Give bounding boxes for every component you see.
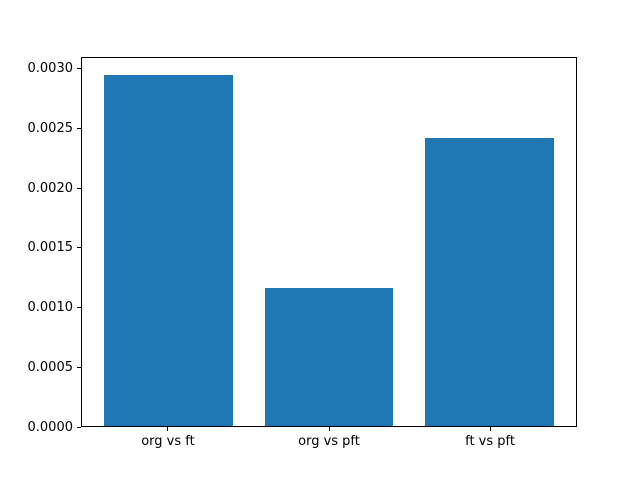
y-tick-mark bbox=[77, 187, 81, 189]
y-tick-label: 0.0025 bbox=[27, 121, 74, 137]
y-tick-mark bbox=[77, 68, 81, 70]
y-tick-label: 0.0015 bbox=[27, 240, 74, 256]
y-tick-mark bbox=[77, 366, 81, 368]
y-tick-label: 0.0010 bbox=[27, 300, 74, 316]
y-tick-label: 0.0020 bbox=[27, 180, 74, 196]
y-tick-mark bbox=[77, 128, 81, 130]
y-tick-label: 0.0000 bbox=[27, 419, 74, 435]
bar-org-vs-ft bbox=[104, 74, 233, 426]
bar-ft-vs-pft bbox=[425, 137, 554, 426]
y-tick-label: 0.0005 bbox=[27, 359, 74, 375]
x-tick-mark bbox=[489, 427, 491, 431]
y-tick-mark bbox=[77, 426, 81, 428]
y-tick-mark bbox=[77, 247, 81, 249]
x-tick-label: ft vs pft bbox=[465, 434, 515, 449]
x-tick-mark bbox=[167, 427, 169, 431]
x-tick-mark bbox=[328, 427, 330, 431]
y-tick-mark bbox=[77, 307, 81, 309]
x-tick-label: org vs pft bbox=[298, 434, 360, 449]
x-tick-label: org vs ft bbox=[141, 434, 195, 449]
y-tick-label: 0.0030 bbox=[27, 61, 74, 77]
bar-org-vs-pft bbox=[264, 288, 394, 426]
plot-area bbox=[81, 57, 577, 427]
